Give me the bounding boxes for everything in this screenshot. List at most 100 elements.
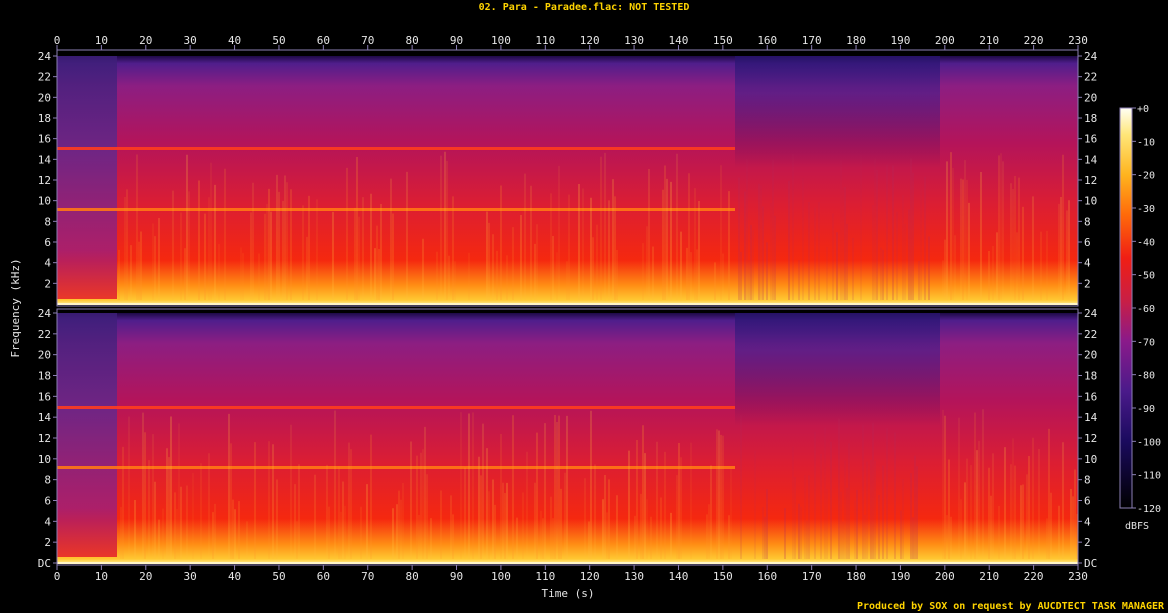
y-tick-label-left: 16 bbox=[38, 133, 51, 146]
x-tick-label-top: 10 bbox=[95, 34, 108, 47]
colorbar-tick-label: -110 bbox=[1137, 471, 1161, 482]
x-tick-label-top: 120 bbox=[580, 34, 600, 47]
y-tick-label-right: 20 bbox=[1084, 91, 1097, 104]
panel-bottom bbox=[57, 313, 1078, 564]
x-tick-label-bottom: 170 bbox=[802, 570, 822, 583]
y-tick-label-right: DC bbox=[1084, 557, 1097, 570]
intro-region-top bbox=[57, 56, 117, 299]
x-tick-label-bottom: 40 bbox=[228, 570, 241, 583]
x-tick-label-bottom: 200 bbox=[935, 570, 955, 583]
x-tick-label-top: 90 bbox=[450, 34, 463, 47]
y-tick-label-right: 18 bbox=[1084, 112, 1097, 125]
stripe-bottom bbox=[57, 406, 735, 409]
x-tick-label-top: 50 bbox=[272, 34, 285, 47]
stripe-bottom-2 bbox=[57, 466, 735, 469]
x-tick-label-bottom: 10 bbox=[95, 570, 108, 583]
x-tick-label-bottom: 100 bbox=[491, 570, 511, 583]
x-tick-label-top: 140 bbox=[669, 34, 689, 47]
colorbar-tick-label: -50 bbox=[1137, 271, 1155, 282]
colorbar: +0 -10 -20 -30 -40 -50 -60 -70 -80 -90 -100 -110 -12… bbox=[1119, 104, 1161, 515]
footer-credit: Produced by SOX on request by AUCDTECT T… bbox=[857, 601, 1165, 612]
y-tick-label-right: 22 bbox=[1084, 71, 1097, 84]
y-tick-label-right: 8 bbox=[1084, 474, 1091, 487]
y-tick-label-right: 20 bbox=[1084, 349, 1097, 362]
quiet-region-bottom bbox=[735, 313, 940, 564]
y-tick-label-left: 6 bbox=[44, 236, 51, 249]
x-axis-label: Time (s) bbox=[542, 587, 595, 600]
x-tick-label-top: 20 bbox=[139, 34, 152, 47]
plot-frame-bottom bbox=[56, 308, 1079, 566]
y-tick-label-left: 10 bbox=[38, 195, 51, 208]
spectrogram-texture bbox=[118, 151, 1078, 559]
y-tick-label-right: 10 bbox=[1084, 453, 1097, 466]
y-tick-label-left: DC bbox=[38, 557, 51, 570]
x-tick-label-bottom: 50 bbox=[272, 570, 285, 583]
colorbar-tick-label: -60 bbox=[1137, 304, 1155, 315]
y-tick-label-right: 4 bbox=[1084, 515, 1091, 528]
colorbar-tick-label: -70 bbox=[1137, 337, 1155, 348]
chart-title: 02. Para - Paradee.flac: NOT TESTED bbox=[479, 2, 690, 13]
y-tick-label-right: 14 bbox=[1084, 411, 1098, 424]
x-tick-label-top: 70 bbox=[361, 34, 374, 47]
x-tick-label-top: 170 bbox=[802, 34, 822, 47]
colorbar-tick-label: -40 bbox=[1137, 237, 1155, 248]
y-tick-label-right: 12 bbox=[1084, 174, 1097, 187]
y-tick-label-right: 10 bbox=[1084, 195, 1097, 208]
y-tick-label-right: 24 bbox=[1084, 50, 1098, 63]
x-tick-label-bottom: 180 bbox=[846, 570, 866, 583]
y-tick-label-left: 24 bbox=[38, 307, 52, 320]
y-tick-label-left: 24 bbox=[38, 50, 52, 63]
plot-frame-top bbox=[56, 49, 1079, 307]
y-tick-label-right: 4 bbox=[1084, 257, 1091, 270]
x-tick-label-top: 190 bbox=[890, 34, 910, 47]
y-tick-label-right: 2 bbox=[1084, 277, 1091, 290]
x-tick-label-top: 110 bbox=[535, 34, 555, 47]
x-tick-label-top: 210 bbox=[979, 34, 999, 47]
x-tick-label-bottom: 110 bbox=[535, 570, 555, 583]
y-tick-label-left: 10 bbox=[38, 453, 51, 466]
colorbar-tick-label: -80 bbox=[1137, 371, 1155, 382]
y-tick-label-left: 8 bbox=[44, 474, 51, 487]
colorbar-tick-label: -20 bbox=[1137, 171, 1155, 182]
y-tick-label-right: 24 bbox=[1084, 307, 1098, 320]
x-tick-label-top: 200 bbox=[935, 34, 955, 47]
colorbar-tick-label: -30 bbox=[1137, 204, 1155, 215]
y-tick-label-right: 6 bbox=[1084, 495, 1091, 508]
y-tick-label-right: 18 bbox=[1084, 370, 1097, 383]
x-tick-label-bottom: 130 bbox=[624, 570, 644, 583]
y-axis-label: Frequency (kHz) bbox=[9, 258, 22, 357]
y-tick-label-left: 14 bbox=[38, 411, 52, 424]
y-tick-label-left: 22 bbox=[38, 71, 51, 84]
y-tick-label-left: 18 bbox=[38, 370, 51, 383]
y-tick-label-left: 20 bbox=[38, 91, 51, 104]
stripe-top-2 bbox=[57, 208, 735, 211]
y-tick-label-left: 2 bbox=[44, 277, 51, 290]
y-tick-label-left: 12 bbox=[38, 432, 51, 445]
x-tick-label-bottom: 60 bbox=[317, 570, 330, 583]
y-tick-label-left: 8 bbox=[44, 215, 51, 228]
y-tick-label-right: 12 bbox=[1084, 432, 1097, 445]
y-tick-label-right: 16 bbox=[1084, 133, 1097, 146]
stripe-top bbox=[57, 147, 735, 150]
x-tick-label-bottom: 20 bbox=[139, 570, 152, 583]
x-tick-label-top: 220 bbox=[1024, 34, 1044, 47]
colorbar-tick-label: -100 bbox=[1137, 437, 1161, 448]
y-tick-label-right: 2 bbox=[1084, 536, 1091, 549]
x-tick-label-top: 40 bbox=[228, 34, 241, 47]
colorbar-tick-label: -120 bbox=[1137, 504, 1161, 515]
x-tick-label-bottom: 220 bbox=[1024, 570, 1044, 583]
x-tick-label-top: 80 bbox=[406, 34, 419, 47]
y-tick-label-right: 16 bbox=[1084, 390, 1097, 403]
y-tick-label-right: 22 bbox=[1084, 328, 1097, 341]
panel-top bbox=[57, 56, 1078, 305]
x-tick-label-bottom: 30 bbox=[184, 570, 197, 583]
x-tick-label-bottom: 230 bbox=[1068, 570, 1088, 583]
colorbar-gradient bbox=[1120, 108, 1132, 508]
x-tick-label-top: 60 bbox=[317, 34, 330, 47]
x-tick-label-top: 150 bbox=[713, 34, 733, 47]
colorbar-label: dBFS bbox=[1125, 521, 1149, 532]
y-tick-label-left: 12 bbox=[38, 174, 51, 187]
y-tick-label-right: 14 bbox=[1084, 153, 1098, 166]
intro-region-bottom bbox=[57, 313, 117, 557]
y-tick-label-left: 4 bbox=[44, 515, 51, 528]
